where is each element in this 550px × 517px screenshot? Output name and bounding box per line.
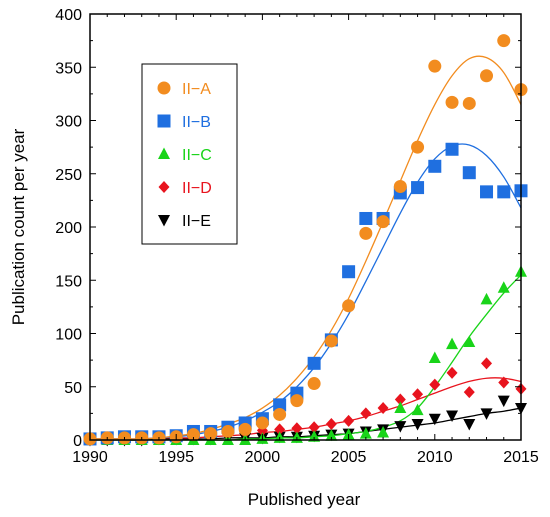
- legend: II−A II−B II−C II−D II−E: [141, 63, 238, 245]
- data-point: [359, 226, 373, 240]
- data-point: [411, 403, 424, 416]
- legend-label: II−B: [182, 114, 211, 131]
- data-point: [290, 394, 304, 408]
- series-points: [83, 34, 528, 446]
- x-axis-ticks: 1990 1995 2000 2005 2010 2015: [72, 14, 539, 466]
- y-tick-label: 200: [55, 220, 82, 237]
- legend-label: II−C: [182, 147, 212, 164]
- data-point: [238, 422, 252, 436]
- data-point: [273, 398, 287, 412]
- data-point: [325, 418, 337, 431]
- legend-marker: [157, 114, 171, 128]
- data-point: [307, 356, 321, 370]
- legend-label: II−A: [182, 81, 211, 98]
- data-point: [445, 95, 459, 109]
- data-point: [221, 424, 235, 438]
- data-point: [291, 422, 303, 435]
- data-point: [480, 69, 494, 83]
- data-point: [394, 393, 406, 406]
- data-point: [429, 378, 441, 391]
- data-point: [446, 366, 458, 379]
- data-point: [359, 211, 373, 225]
- trend-line: [90, 274, 522, 441]
- data-point: [445, 142, 459, 156]
- data-point: [204, 427, 218, 441]
- y-tick-label: 0: [73, 433, 82, 450]
- y-axis-title: Publication count per year: [9, 128, 28, 325]
- data-point: [307, 377, 321, 391]
- data-point: [428, 413, 441, 426]
- data-point: [411, 140, 425, 154]
- legend-marker: [157, 81, 171, 95]
- y-tick-label: 250: [55, 167, 82, 184]
- data-point: [273, 407, 287, 421]
- data-point: [428, 59, 442, 73]
- x-tick-label: 1995: [158, 449, 194, 466]
- data-point: [360, 407, 372, 420]
- data-point: [325, 429, 338, 441]
- data-point: [480, 185, 494, 199]
- data-point: [463, 335, 476, 348]
- data-point: [376, 215, 390, 229]
- data-point: [463, 386, 475, 399]
- data-point: [480, 408, 493, 420]
- y-tick-label: 300: [55, 114, 82, 131]
- data-point: [342, 428, 355, 440]
- data-point: [255, 416, 269, 430]
- data-point: [308, 430, 321, 442]
- data-point: [446, 337, 459, 350]
- data-point: [359, 427, 372, 439]
- data-point: [412, 388, 424, 401]
- data-point: [377, 426, 390, 438]
- legend-marker: [158, 215, 170, 227]
- data-point: [393, 180, 407, 194]
- data-point: [498, 376, 510, 389]
- data-point: [394, 401, 407, 414]
- data-point: [497, 34, 511, 48]
- data-point: [342, 265, 356, 279]
- y-axis-ticks: 0 50 100 150 200 250 300 350 400: [55, 7, 521, 450]
- y-tick-label: 150: [55, 273, 82, 290]
- data-point: [428, 159, 442, 173]
- data-point: [497, 185, 511, 199]
- x-axis-title: Published year: [248, 490, 361, 509]
- legend-marker: [158, 147, 170, 159]
- data-point: [308, 421, 320, 434]
- data-point: [497, 395, 510, 408]
- data-point: [343, 414, 355, 427]
- data-point: [480, 292, 493, 305]
- data-point: [274, 423, 286, 436]
- data-point: [481, 357, 493, 370]
- data-point: [446, 410, 459, 423]
- x-tick-label: 2000: [245, 449, 281, 466]
- data-point: [186, 428, 200, 442]
- data-point: [411, 419, 424, 431]
- series-points: [84, 357, 527, 444]
- x-tick-label: 2015: [503, 449, 539, 466]
- x-tick-label: 2010: [417, 449, 453, 466]
- data-point: [342, 299, 356, 313]
- data-point: [394, 421, 407, 433]
- data-point: [463, 419, 476, 431]
- y-tick-label: 350: [55, 60, 82, 77]
- data-point: [462, 96, 476, 110]
- legend-label: II−E: [182, 213, 211, 230]
- data-point: [462, 166, 476, 180]
- data-point: [324, 334, 338, 348]
- y-tick-label: 50: [64, 380, 82, 397]
- data-point: [411, 181, 425, 195]
- legend-label: II−D: [182, 180, 212, 197]
- trend-line: [90, 377, 522, 440]
- data-point: [428, 351, 441, 363]
- legend-marker: [158, 181, 170, 193]
- data-point: [497, 281, 510, 293]
- x-tick-label: 1990: [72, 449, 108, 466]
- x-tick-label: 2005: [331, 449, 367, 466]
- y-tick-label: 400: [55, 7, 82, 24]
- data-point: [377, 402, 389, 415]
- legend-box: [141, 63, 238, 245]
- y-tick-label: 100: [55, 327, 82, 344]
